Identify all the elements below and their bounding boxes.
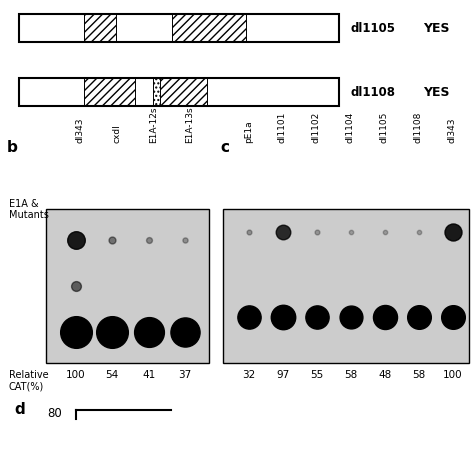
Point [109, 236, 116, 244]
Point [415, 313, 423, 320]
Point [347, 228, 355, 236]
Point [279, 313, 287, 320]
Text: pE1a: pE1a [244, 120, 253, 143]
Text: 37: 37 [179, 370, 192, 380]
Text: dl1104: dl1104 [346, 111, 355, 143]
Text: b: b [7, 140, 18, 155]
Text: dl1102: dl1102 [312, 111, 321, 143]
Text: 58: 58 [344, 370, 357, 380]
Bar [19, 14, 339, 42]
Text: E1A-13s: E1A-13s [185, 106, 194, 143]
Point [145, 328, 153, 336]
Text: E1A &
Mutants: E1A & Mutants [9, 199, 49, 220]
Bar [84, 78, 135, 106]
Bar [223, 209, 469, 363]
Text: dl1105: dl1105 [380, 111, 389, 143]
Point [245, 313, 253, 320]
Point [449, 228, 457, 236]
Point [381, 228, 389, 236]
Bar [135, 78, 154, 106]
Text: 97: 97 [276, 370, 290, 380]
Text: 55: 55 [310, 370, 323, 380]
Text: dl343: dl343 [76, 117, 85, 143]
Text: YES: YES [423, 86, 449, 99]
Text: YES: YES [423, 22, 449, 35]
Bar [19, 14, 84, 42]
Text: 48: 48 [378, 370, 392, 380]
Bar [246, 14, 339, 42]
Text: Relative
CAT(%): Relative CAT(%) [9, 370, 48, 392]
Text: dl1101: dl1101 [278, 111, 287, 143]
Text: 100: 100 [443, 370, 463, 380]
Point [182, 236, 189, 244]
Text: 58: 58 [412, 370, 426, 380]
Bar [160, 78, 207, 106]
Text: 41: 41 [142, 370, 155, 380]
Bar [154, 78, 160, 106]
Point [313, 228, 320, 236]
Text: d: d [14, 402, 25, 417]
Point [145, 236, 153, 244]
Text: dl343: dl343 [448, 117, 457, 143]
Point [245, 228, 253, 236]
Point [72, 282, 80, 290]
Bar [172, 14, 246, 42]
Text: dl1108: dl1108 [414, 111, 423, 143]
Text: c: c [220, 140, 229, 155]
Text: 100: 100 [66, 370, 85, 380]
Bar [46, 209, 209, 363]
Point [415, 228, 423, 236]
Bar [19, 78, 84, 106]
Text: cxdl: cxdl [112, 124, 121, 143]
Text: 80: 80 [47, 407, 62, 420]
Bar [116, 14, 172, 42]
Text: dl1108: dl1108 [351, 86, 396, 99]
Text: dl1105: dl1105 [351, 22, 396, 35]
Point [279, 228, 287, 236]
Point [72, 236, 80, 244]
Point [381, 313, 389, 320]
Point [72, 328, 80, 336]
Bar [207, 78, 339, 106]
Point [109, 328, 116, 336]
Bar [19, 78, 339, 106]
Bar [84, 14, 116, 42]
Text: E1A-12s: E1A-12s [149, 106, 158, 143]
Text: 32: 32 [242, 370, 255, 380]
Point [347, 313, 355, 320]
Point [313, 313, 320, 320]
Text: 54: 54 [106, 370, 119, 380]
Point [449, 313, 457, 320]
Point [182, 328, 189, 336]
